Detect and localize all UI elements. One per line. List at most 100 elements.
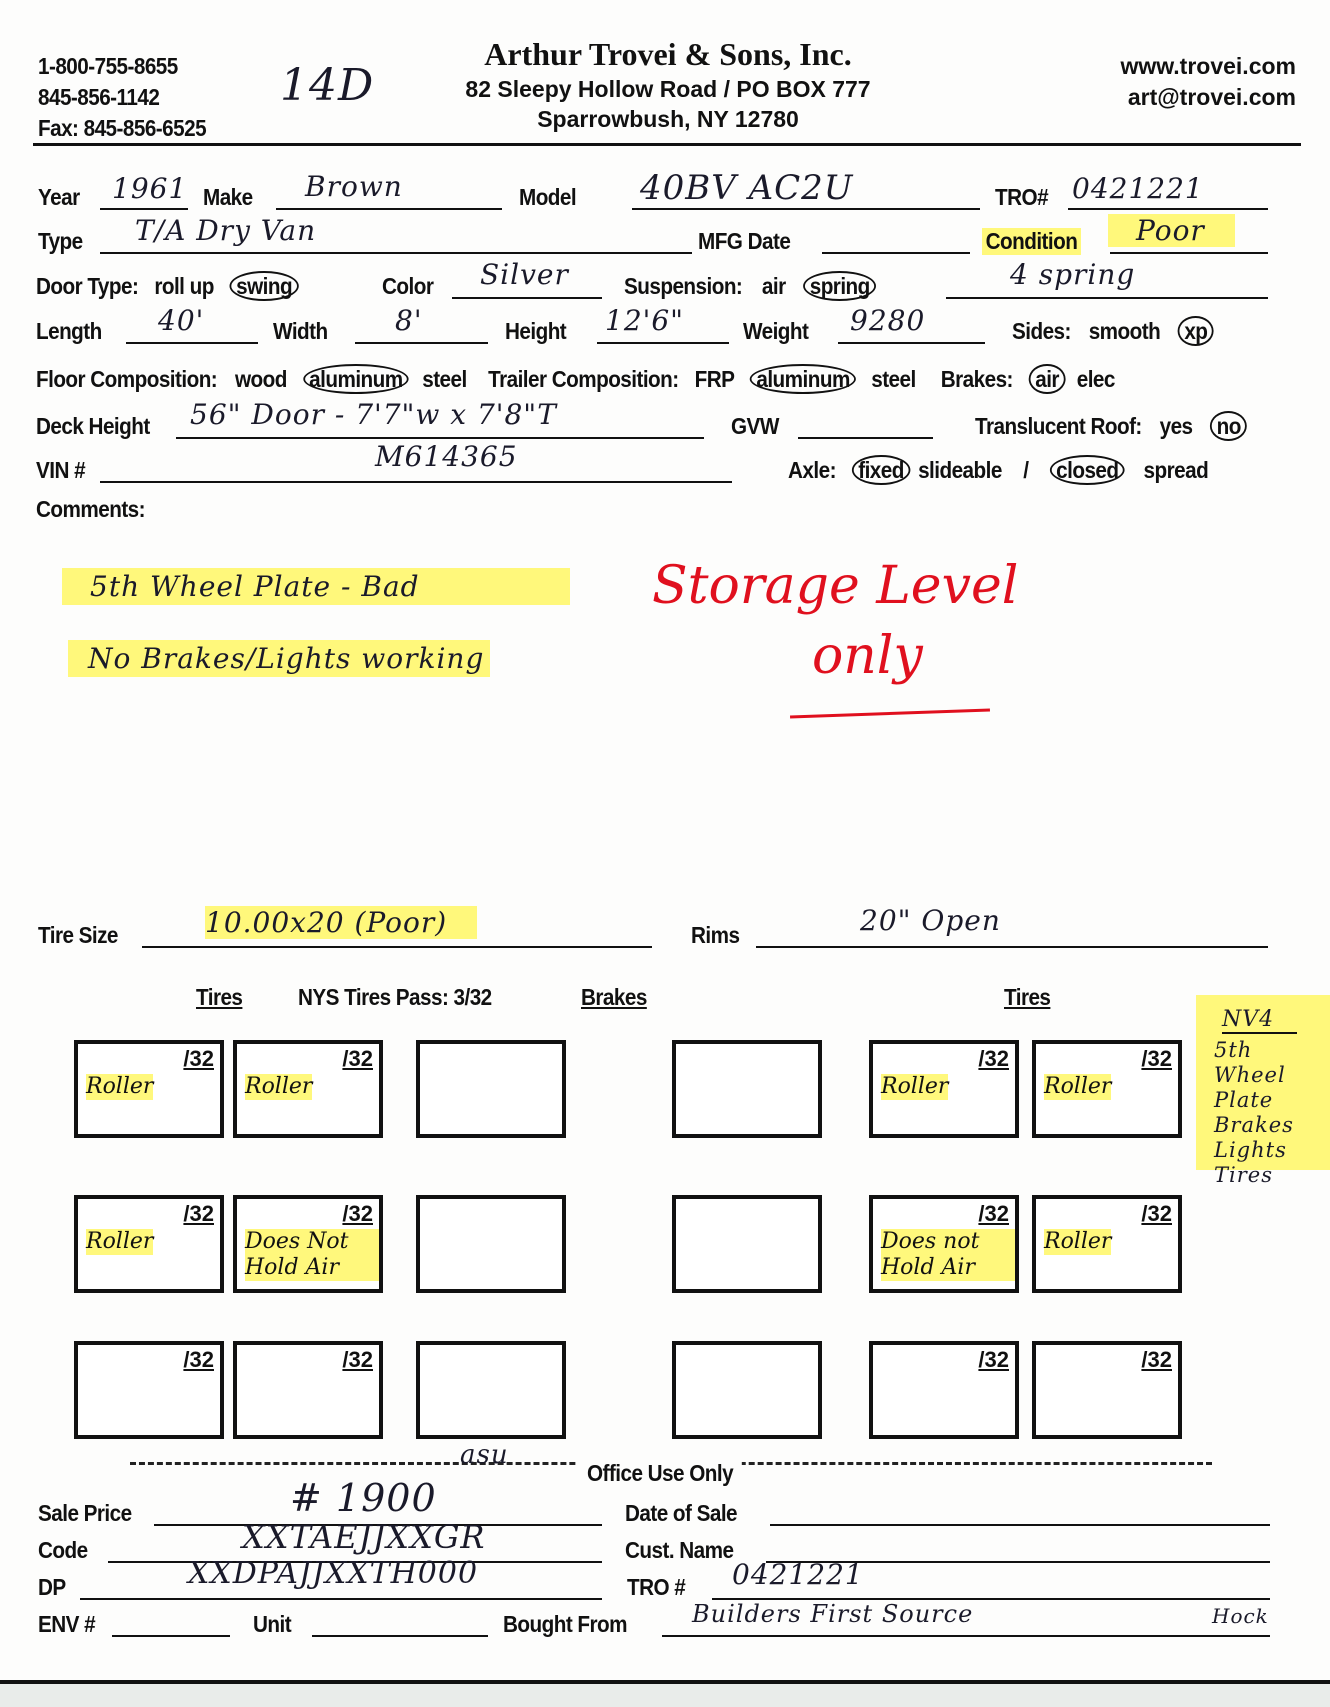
tire-size-label: Tire Size	[38, 922, 118, 948]
gvw-label: GVW	[731, 413, 779, 439]
bought-from-field[interactable]: Builders First Source	[692, 1600, 974, 1628]
tread-gauge: /32	[1141, 1347, 1172, 1372]
make-field[interactable]: Brown	[305, 170, 403, 203]
color-label: Color	[382, 273, 434, 299]
make-line	[276, 208, 502, 210]
option-slideable[interactable]: slideable	[918, 457, 1002, 483]
tire-box[interactable]: /32 Roller	[233, 1040, 383, 1138]
tread-gauge: /32	[183, 1046, 214, 1071]
height-field[interactable]: 12'6"	[605, 304, 685, 337]
option-brakes-elec[interactable]: elec	[1076, 366, 1116, 392]
option-frp[interactable]: FRP	[694, 366, 735, 392]
office-use-title: Office Use Only	[578, 1460, 743, 1487]
tire-box[interactable]: /32 Roller	[1032, 1040, 1182, 1138]
tread-gauge: /32	[1141, 1201, 1172, 1226]
option-floor-steel[interactable]: steel	[422, 366, 467, 392]
weight-line	[838, 342, 985, 344]
deck-height-field[interactable]: 56" Door - 7'7"w x 7'8"T	[190, 398, 557, 431]
tire-box[interactable]: /32	[869, 1341, 1019, 1439]
option-trailer-aluminum[interactable]: aluminum	[750, 364, 857, 394]
tire-box[interactable]: /32 Roller	[74, 1195, 224, 1293]
color-line	[452, 297, 602, 299]
condition-label: Condition	[982, 228, 1081, 255]
length-field[interactable]: 40'	[158, 304, 205, 337]
condition-field[interactable]: Poor	[1108, 214, 1235, 247]
tread-gauge: /32	[183, 1347, 214, 1372]
width-field[interactable]: 8'	[395, 304, 423, 337]
suspension-line	[946, 297, 1268, 299]
tire-note: Does Not Hold Air	[245, 1229, 379, 1281]
suspension-field[interactable]: 4 spring	[1010, 258, 1136, 291]
suspension-group: Suspension: air spring	[624, 271, 877, 301]
tread-gauge: /32	[342, 1347, 373, 1372]
color-field[interactable]: Silver	[480, 258, 569, 291]
side-note-item: Tires	[1214, 1163, 1273, 1187]
tro-field[interactable]: 0421221	[1072, 172, 1204, 205]
tire-box[interactable]: /32 Roller	[74, 1040, 224, 1138]
length-label: Length	[36, 318, 102, 344]
dp-field[interactable]: XXDPAJJXXTH000	[188, 1556, 479, 1591]
model-label: Model	[519, 184, 577, 210]
company-address: 82 Sleepy Hollow Road / PO BOX 777	[465, 76, 871, 102]
option-xp[interactable]: xp	[1178, 316, 1214, 346]
length-line	[126, 342, 258, 344]
brake-box[interactable]	[416, 1195, 566, 1293]
option-swing[interactable]: swing	[229, 271, 299, 301]
sale-price-field[interactable]: # 1900	[290, 1476, 437, 1520]
option-closed[interactable]: closed	[1049, 455, 1125, 485]
roof-label: Translucent Roof:	[975, 413, 1142, 439]
vin-field[interactable]: M614365	[375, 440, 518, 473]
vin-line	[100, 481, 732, 483]
tire-box[interactable]: /32 Does Not Hold Air	[233, 1195, 383, 1293]
comment-line-2[interactable]: No Brakes/Lights working	[68, 640, 491, 677]
mfg-date-label: MFG Date	[698, 228, 791, 254]
brake-box[interactable]	[416, 1040, 566, 1138]
option-roof-no[interactable]: no	[1210, 411, 1248, 441]
sides-group: Sides: smooth xp	[1012, 316, 1214, 346]
option-smooth[interactable]: smooth	[1088, 318, 1161, 344]
type-field[interactable]: T/A Dry Van	[135, 214, 317, 247]
composition-row: Floor Composition: wood aluminum steel T…	[36, 364, 1116, 394]
option-fixed[interactable]: fixed	[851, 455, 911, 485]
option-wood[interactable]: wood	[234, 366, 287, 392]
tire-box[interactable]: /32	[1032, 1341, 1182, 1439]
tire-size-field[interactable]: 10.00x20 (Poor)	[205, 906, 478, 939]
option-spring[interactable]: spring	[803, 271, 877, 301]
deck-height-label: Deck Height	[36, 413, 150, 439]
bought-from-line	[662, 1635, 1270, 1637]
tire-size-line	[142, 946, 652, 948]
brake-box[interactable]	[672, 1341, 822, 1439]
option-air[interactable]: air	[761, 273, 786, 299]
office-initials: asu	[460, 1440, 509, 1470]
env-line	[112, 1635, 230, 1637]
year-line	[100, 208, 188, 210]
brake-box[interactable]	[672, 1040, 822, 1138]
model-field[interactable]: 40BV AC2U	[640, 168, 854, 208]
tire-note: Roller	[1044, 1229, 1112, 1255]
option-spread[interactable]: spread	[1143, 457, 1209, 483]
code-label: Code	[38, 1537, 88, 1563]
tire-note: Roller	[1044, 1074, 1112, 1100]
brake-box[interactable]	[672, 1195, 822, 1293]
office-tro-field[interactable]: 0421221	[732, 1558, 864, 1591]
brake-box[interactable]	[416, 1341, 566, 1439]
weight-field[interactable]: 9280	[850, 304, 926, 337]
comment-line-1[interactable]: 5th Wheel Plate - Bad	[62, 568, 570, 605]
code-field[interactable]: XXTAEJJXXGR	[242, 1518, 486, 1556]
option-roll-up[interactable]: roll up	[154, 273, 214, 299]
tire-box[interactable]: /32	[233, 1341, 383, 1439]
tire-size-value: 10.00x20 (Poor)	[205, 906, 478, 939]
tire-box[interactable]: /32 Roller	[869, 1040, 1019, 1138]
tire-box[interactable]: /32	[74, 1341, 224, 1439]
nys-tires-pass: NYS Tires Pass: 3/32	[298, 984, 492, 1010]
option-roof-yes[interactable]: yes	[1159, 413, 1193, 439]
rims-field[interactable]: 20" Open	[860, 904, 1001, 937]
year-field[interactable]: 1961	[112, 172, 188, 205]
option-trailer-steel[interactable]: steel	[871, 366, 916, 392]
tire-box[interactable]: /32 Does not Hold Air	[869, 1195, 1019, 1293]
option-brakes-air[interactable]: air	[1028, 364, 1066, 394]
axle-label: Axle:	[788, 457, 836, 483]
option-floor-aluminum[interactable]: aluminum	[302, 364, 409, 394]
tire-box[interactable]: /32 Roller	[1032, 1195, 1182, 1293]
date-of-sale-line	[770, 1524, 1270, 1526]
